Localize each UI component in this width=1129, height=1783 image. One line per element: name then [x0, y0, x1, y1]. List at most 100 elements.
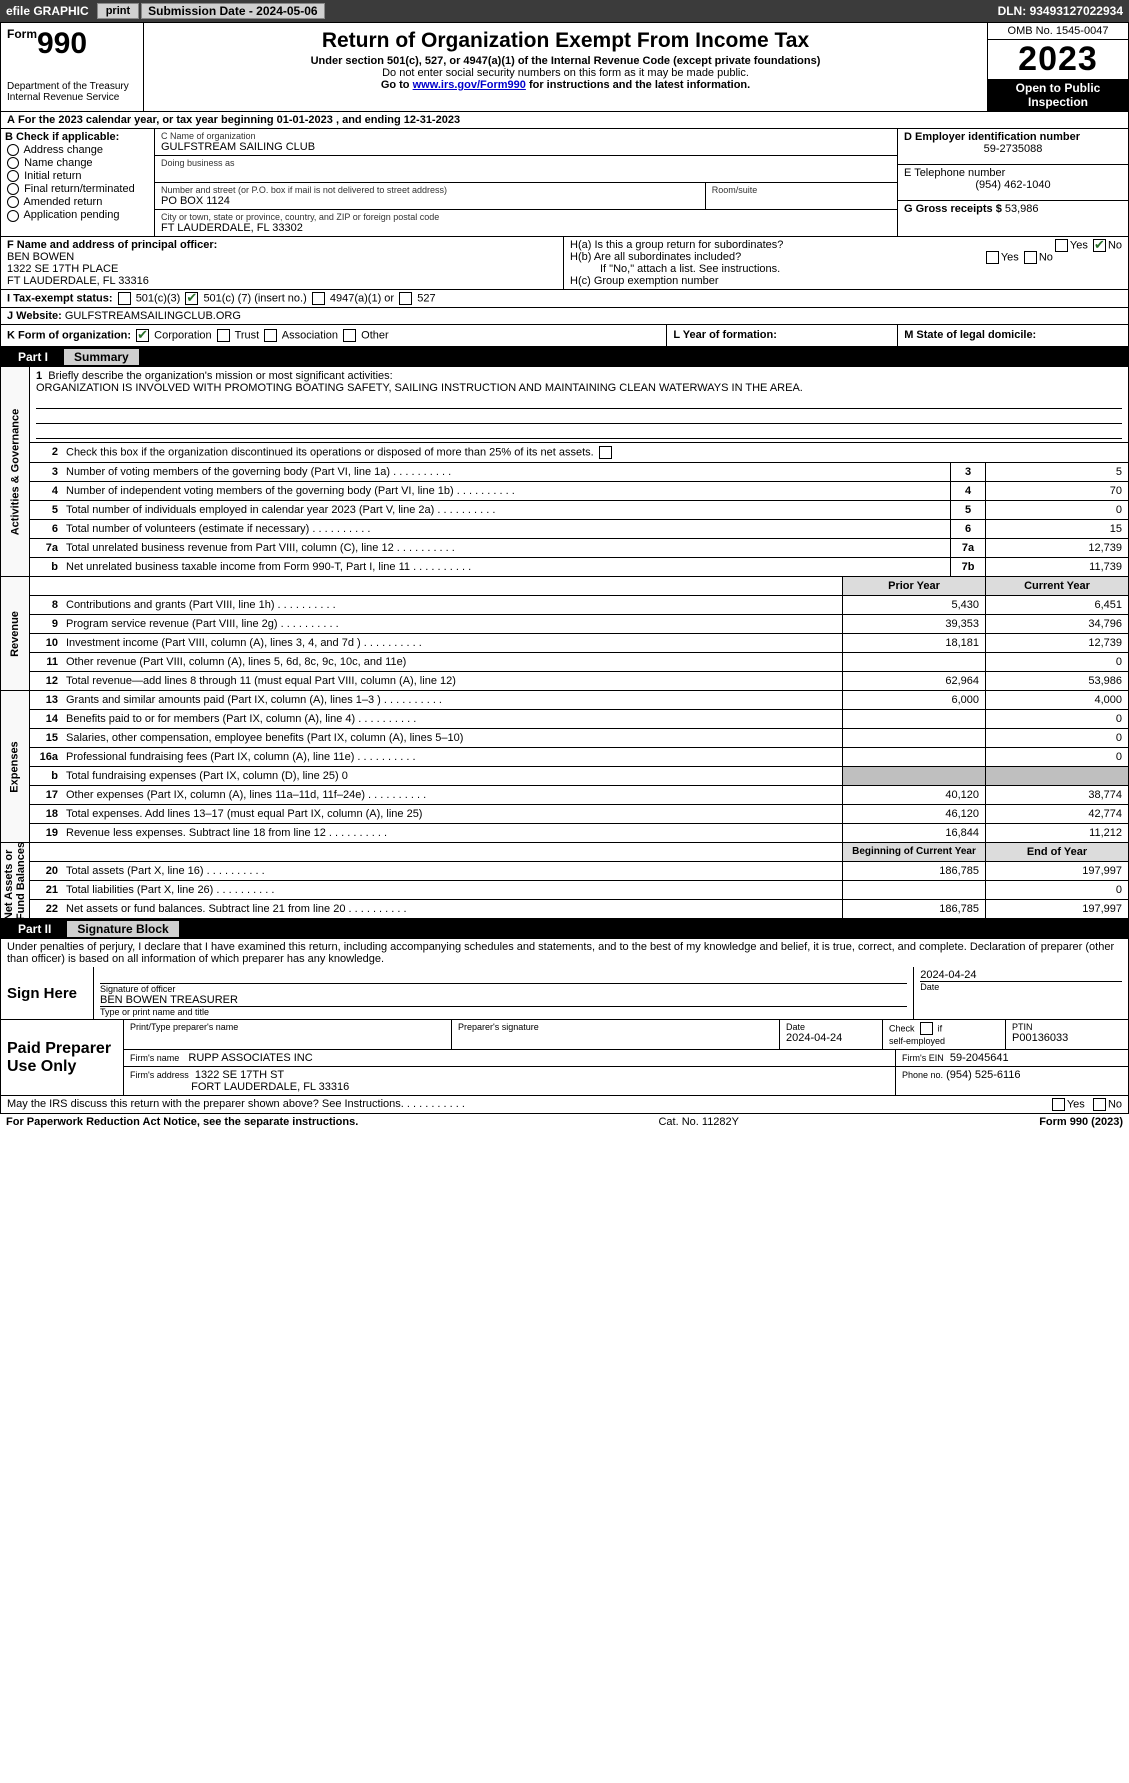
year-formation: L Year of formation: — [667, 325, 898, 346]
cb-501c[interactable] — [185, 292, 198, 305]
firm-phone: Phone no. (954) 525-6116 — [896, 1067, 1128, 1095]
gross-receipts-cell: G Gross receipts $ 53,986 — [898, 201, 1128, 236]
org-form-row: K Form of organization: Corporation Trus… — [0, 325, 1129, 347]
cb-527[interactable] — [399, 292, 412, 305]
form-subtitle: Under section 501(c), 527, or 4947(a)(1)… — [150, 55, 981, 67]
section-de: D Employer identification number 59-2735… — [897, 129, 1128, 236]
irs-link[interactable]: www.irs.gov/Form990 — [413, 79, 526, 91]
ha-no[interactable] — [1093, 239, 1106, 252]
street-cell: Number and street (or P.O. box if mail i… — [155, 183, 706, 209]
v6: 15 — [985, 520, 1128, 538]
v7a: 12,739 — [985, 539, 1128, 557]
website-row: J Website: GULFSTREAMSAILINGCLUB.ORG — [1, 308, 1128, 324]
omb-number: OMB No. 1545-0047 — [988, 23, 1128, 40]
hb-no[interactable] — [1024, 251, 1037, 264]
cb-501c3[interactable] — [118, 292, 131, 305]
dept-treasury: Department of the Treasury Internal Reve… — [7, 81, 137, 103]
org-name-row: C Name of organization GULFSTREAM SAILIN… — [155, 129, 897, 156]
section-c: C Name of organization GULFSTREAM SAILIN… — [155, 129, 897, 236]
ssn-note: Do not enter social security numbers on … — [150, 67, 981, 79]
phone-cell: E Telephone number (954) 462-1040 — [898, 165, 1128, 201]
efile-graphic-label: efile GRAPHIC — [0, 4, 95, 18]
h-c: H(c) Group exemption number — [570, 275, 1122, 287]
v5: 0 — [985, 501, 1128, 519]
open-inspection: Open to Public Inspection — [988, 79, 1128, 111]
dba-row: Doing business as — [155, 156, 897, 183]
room-cell: Room/suite — [706, 183, 897, 209]
vside-revenue: Revenue — [1, 577, 30, 690]
city-state-zip: FT LAUDERDALE, FL 33302 — [161, 222, 891, 234]
part1-header: Part I Summary — [0, 347, 1129, 367]
ha-yes[interactable] — [1055, 239, 1068, 252]
gross-receipts-value: 53,986 — [1005, 203, 1039, 215]
part1-netassets: Net Assets orFund Balances Beginning of … — [0, 843, 1129, 919]
org-name: GULFSTREAM SAILING CLUB — [161, 141, 891, 153]
goto-instructions: Go to www.irs.gov/Form990 for instructio… — [150, 79, 981, 91]
efile-topbar: efile GRAPHIC print Submission Date - 20… — [0, 0, 1129, 23]
vside-netassets: Net Assets orFund Balances — [1, 843, 30, 918]
dln: DLN: 93493127022934 — [992, 4, 1129, 18]
prep-date: Date2024-04-24 — [780, 1020, 883, 1049]
state-domicile: M State of legal domicile: — [898, 325, 1128, 346]
cb-4947[interactable] — [312, 292, 325, 305]
street-address: PO BOX 1124 — [161, 195, 699, 207]
sign-here-label: Sign Here — [1, 967, 94, 1019]
tax-year: 2023 — [988, 40, 1128, 79]
part1-revenue: Revenue Prior YearCurrent Year 8Contribu… — [0, 577, 1129, 691]
firm-ein: Firm's EIN 59-2045641 — [896, 1050, 1128, 1066]
h-b-note: If "No," attach a list. See instructions… — [570, 263, 1122, 275]
ein-cell: D Employer identification number 59-2735… — [898, 129, 1128, 165]
h-a: H(a) Is this a group return for subordin… — [570, 239, 1122, 251]
vside-expenses: Expenses — [1, 691, 30, 842]
firm-address: Firm's address 1322 SE 17TH ST FORT LAUD… — [124, 1067, 896, 1095]
cb-discontinued[interactable] — [599, 446, 612, 459]
cb-amended[interactable]: Amended return — [5, 196, 150, 208]
sign-date: 2024-04-24 Date — [914, 967, 1128, 1019]
part2-header: Part II Signature Block — [0, 919, 1129, 939]
cb-application-pending[interactable]: Application pending — [5, 209, 150, 221]
form-number: Form990 — [7, 27, 137, 61]
paid-preparer-block: Paid Preparer Use Only Print/Type prepar… — [0, 1020, 1129, 1096]
print-button[interactable]: print — [97, 3, 139, 19]
ein-value: 59-2735088 — [904, 143, 1122, 155]
form-number-cell: Form990 Department of the Treasury Inter… — [1, 23, 144, 111]
entity-info-block: B Check if applicable: Address change Na… — [0, 129, 1129, 237]
perjury-statement: Under penalties of perjury, I declare th… — [0, 939, 1129, 967]
prep-name: Print/Type preparer's name — [124, 1020, 452, 1049]
group-return-block: H(a) Is this a group return for subordin… — [564, 237, 1128, 289]
h-b: H(b) Are all subordinates included? Yes … — [570, 251, 1122, 263]
cb-other[interactable] — [343, 329, 356, 342]
hb-yes[interactable] — [986, 251, 999, 264]
tax-year-line: A For the 2023 calendar year, or tax yea… — [0, 112, 1129, 129]
officer-signature: Signature of officer BEN BOWEN TREASURER… — [94, 967, 914, 1019]
discuss-row: May the IRS discuss this return with the… — [0, 1096, 1129, 1114]
tax-status-website: I Tax-exempt status: 501(c)(3) 501(c) (7… — [0, 290, 1129, 325]
cb-association[interactable] — [264, 329, 277, 342]
phone-value: (954) 462-1040 — [904, 179, 1122, 191]
cb-trust[interactable] — [217, 329, 230, 342]
cb-address-change[interactable]: Address change — [5, 144, 150, 156]
v4: 70 — [985, 482, 1128, 500]
header-center: Return of Organization Exempt From Incom… — [144, 23, 987, 111]
cb-name-change[interactable]: Name change — [5, 157, 150, 169]
prep-selfemp: Check ifself-employed — [883, 1020, 1006, 1049]
mission-text: ORGANIZATION IS INVOLVED WITH PROMOTING … — [36, 382, 1122, 394]
website-value: GULFSTREAMSAILINGCLUB.ORG — [65, 310, 241, 322]
cb-corporation[interactable] — [136, 329, 149, 342]
cb-final-return[interactable]: Final return/terminated — [5, 183, 150, 195]
v7b: 11,739 — [985, 558, 1128, 576]
footer: For Paperwork Reduction Act Notice, see … — [0, 1114, 1129, 1130]
cb-selfemp[interactable] — [920, 1022, 933, 1035]
header-right: OMB No. 1545-0047 2023 Open to Public In… — [987, 23, 1128, 111]
tax-exempt-row: I Tax-exempt status: 501(c)(3) 501(c) (7… — [1, 290, 1128, 308]
form-of-org: K Form of organization: Corporation Trus… — [1, 325, 667, 346]
discuss-no[interactable] — [1093, 1098, 1106, 1111]
cb-initial-return[interactable]: Initial return — [5, 170, 150, 182]
discuss-yes[interactable] — [1052, 1098, 1065, 1111]
officer-group-block: F Name and address of principal officer:… — [0, 237, 1129, 290]
firm-name: Firm's name RUPP ASSOCIATES INC — [124, 1050, 896, 1066]
prep-sig: Preparer's signature — [452, 1020, 780, 1049]
form-header: Form990 Department of the Treasury Inter… — [0, 23, 1129, 112]
part1-expenses: Expenses 13Grants and similar amounts pa… — [0, 691, 1129, 843]
v3: 5 — [985, 463, 1128, 481]
